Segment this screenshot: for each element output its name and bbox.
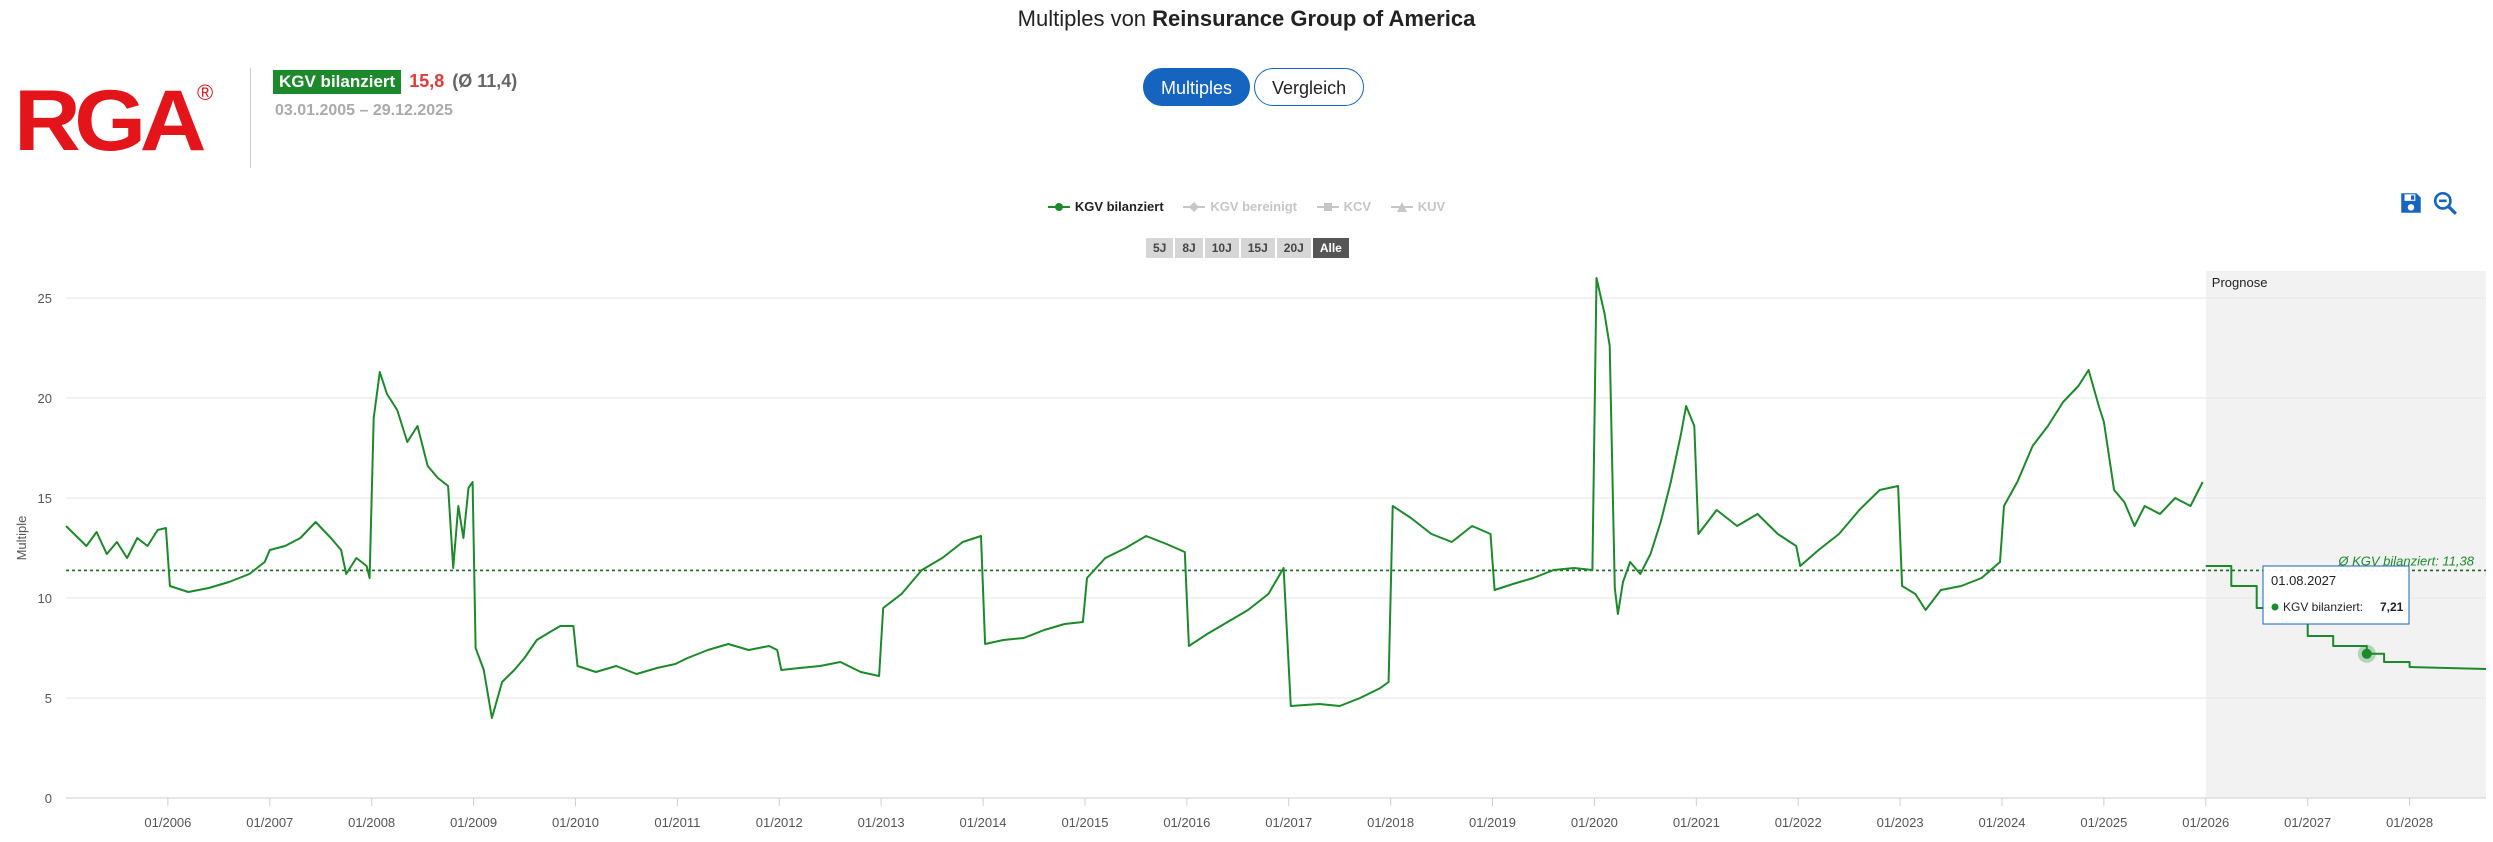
x-tick-label: 01/2011	[654, 815, 700, 830]
page-title: Multiples von Reinsurance Group of Ameri…	[0, 6, 2493, 32]
view-tabs: Multiples Vergleich	[1143, 68, 1365, 106]
legend-marker-diamond-icon	[1183, 201, 1206, 212]
tooltip-box	[2262, 565, 2410, 625]
legend-label: KUV	[1417, 199, 1446, 214]
x-tick-label: 01/2006	[144, 815, 191, 830]
y-tick-label: 25	[38, 291, 52, 306]
y-tick-label: 15	[38, 491, 52, 506]
series-line-kgv-bilanziert	[65, 277, 2204, 719]
kgv-badge: KGV bilanziert	[273, 70, 402, 94]
legend-kuv[interactable]: KUV	[1390, 199, 1446, 214]
x-tick-label: 01/2025	[2080, 815, 2127, 830]
kgv-summary: KGV bilanziert 15,8 (Ø 11,4)	[273, 70, 517, 94]
y-tick-label: 10	[38, 591, 52, 606]
legend-kgv-bereinigt[interactable]: KGV bereinigt	[1183, 199, 1297, 214]
x-tick-label: 01/2016	[1163, 815, 1210, 830]
x-tick-label: 01/2023	[1877, 815, 1924, 830]
x-tick-label: 01/2028	[2386, 815, 2433, 830]
y-axis-label: Multiple	[14, 516, 29, 561]
legend-marker-square-icon	[1316, 202, 1339, 211]
range-10j-button[interactable]: 10J	[1204, 238, 1239, 258]
kgv-current-value: 15,8	[409, 71, 445, 91]
range-alle-button[interactable]: Alle	[1312, 238, 1349, 258]
y-tick-label: 5	[45, 691, 52, 706]
zoom-out-icon[interactable]	[2432, 190, 2458, 216]
range-8j-button[interactable]: 8J	[1175, 238, 1203, 258]
range-20j-button[interactable]: 20J	[1276, 238, 1311, 258]
x-tick-label: 01/2009	[450, 815, 497, 830]
x-tick-label: 01/2020	[1571, 815, 1618, 830]
x-tick-label: 01/2019	[1469, 815, 1516, 830]
legend-kcv[interactable]: KCV	[1316, 199, 1372, 214]
x-tick-label: 01/2007	[246, 815, 293, 830]
tooltip-value: 7,21	[2380, 600, 2404, 614]
series-line-kgv-forecast	[2205, 565, 2487, 670]
x-tick-label: 01/2026	[2182, 815, 2229, 830]
chart-toolbar	[2398, 190, 2458, 216]
tooltip-date: 01.08.2027	[2271, 573, 2336, 588]
x-tick-label: 01/2017	[1265, 815, 1312, 830]
svg-text:RGA: RGA	[14, 78, 204, 158]
chart-legend: KGV bilanziert KGV bereinigt KCV KUV	[0, 199, 2493, 215]
forecast-label: Prognose	[2212, 275, 2268, 290]
x-tick-label: 01/2010	[552, 815, 599, 830]
hover-point	[2361, 648, 2372, 659]
tooltip-series-label: KGV bilanziert:	[2283, 600, 2363, 614]
x-tick-label: 01/2027	[2284, 815, 2331, 830]
legend-label: KGV bilanziert	[1074, 199, 1164, 214]
legend-kgv-bilanziert[interactable]: KGV bilanziert	[1047, 199, 1164, 214]
kgv-date-range: 03.01.2005 – 29.12.2025	[275, 102, 453, 119]
x-tick-label: 01/2014	[960, 815, 1007, 830]
page-title-company: Reinsurance Group of America	[1152, 6, 1476, 31]
range-5j-button[interactable]: 5J	[1146, 238, 1174, 258]
x-tick-label: 01/2013	[858, 815, 905, 830]
forecast-band	[2205, 271, 2486, 798]
legend-label: KGV bereinigt	[1210, 199, 1297, 214]
tab-multiples[interactable]: Multiples	[1143, 68, 1251, 106]
range-selector: 5J 8J 10J 15J 20J Alle	[1146, 238, 1349, 258]
x-tick-label: 01/2012	[756, 815, 803, 830]
tooltip-series-dot	[2271, 603, 2279, 611]
average-label: Ø KGV bilanziert: 11,38	[2337, 553, 2474, 568]
tab-vergleich[interactable]: Vergleich	[1254, 68, 1365, 106]
svg-text:®: ®	[197, 80, 213, 105]
company-logo: RGA ®	[14, 78, 213, 158]
kgv-average: (Ø 11,4)	[452, 71, 518, 91]
x-tick-label: 01/2008	[348, 815, 395, 830]
x-tick-label: 01/2022	[1775, 815, 1822, 830]
save-icon[interactable]	[2398, 190, 2424, 216]
x-tick-label: 01/2018	[1367, 815, 1414, 830]
x-tick-label: 01/2024	[1979, 815, 2026, 830]
x-tick-label: 01/2021	[1673, 815, 1720, 830]
y-tick-label: 20	[38, 391, 52, 406]
page-title-prefix: Multiples von	[1017, 6, 1147, 31]
legend-label: KCV	[1343, 199, 1372, 214]
legend-marker-circle-icon	[1047, 202, 1070, 211]
logo-separator	[250, 68, 251, 168]
x-tick-label: 01/2015	[1061, 815, 1108, 830]
multiples-chart: Prognose 0 5 10 15 20 25 Multiple 01/2006 01/2007…	[14, 271, 2487, 830]
range-15j-button[interactable]: 15J	[1240, 238, 1275, 258]
legend-marker-triangle-icon	[1390, 201, 1413, 212]
y-tick-label: 0	[45, 791, 52, 806]
